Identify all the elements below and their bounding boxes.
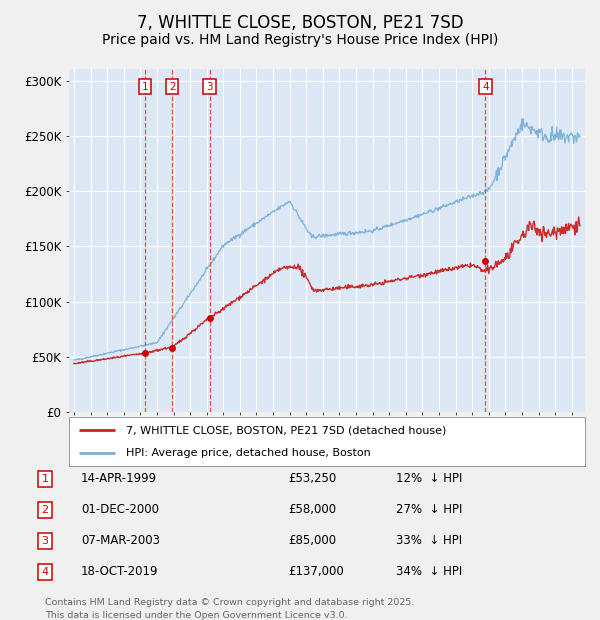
Text: 27%  ↓ HPI: 27% ↓ HPI — [396, 503, 463, 516]
Text: 1: 1 — [142, 82, 148, 92]
Text: 12%  ↓ HPI: 12% ↓ HPI — [396, 472, 463, 485]
Text: HPI: Average price, detached house, Boston: HPI: Average price, detached house, Bost… — [126, 448, 371, 458]
Text: £53,250: £53,250 — [288, 472, 336, 485]
Text: 01-DEC-2000: 01-DEC-2000 — [81, 503, 159, 516]
Text: £85,000: £85,000 — [288, 534, 336, 547]
Text: 34%  ↓ HPI: 34% ↓ HPI — [396, 565, 462, 578]
Text: 3: 3 — [206, 82, 213, 92]
Text: Contains HM Land Registry data © Crown copyright and database right 2025.
This d: Contains HM Land Registry data © Crown c… — [45, 598, 415, 619]
Text: 7, WHITTLE CLOSE, BOSTON, PE21 7SD: 7, WHITTLE CLOSE, BOSTON, PE21 7SD — [137, 14, 463, 32]
Text: 4: 4 — [482, 82, 489, 92]
Text: 07-MAR-2003: 07-MAR-2003 — [81, 534, 160, 547]
Text: 3: 3 — [41, 536, 49, 546]
Text: Price paid vs. HM Land Registry's House Price Index (HPI): Price paid vs. HM Land Registry's House … — [102, 33, 498, 47]
Text: 33%  ↓ HPI: 33% ↓ HPI — [396, 534, 462, 547]
Text: £58,000: £58,000 — [288, 503, 336, 516]
Text: 2: 2 — [169, 82, 176, 92]
Text: 18-OCT-2019: 18-OCT-2019 — [81, 565, 158, 578]
Text: 7, WHITTLE CLOSE, BOSTON, PE21 7SD (detached house): 7, WHITTLE CLOSE, BOSTON, PE21 7SD (deta… — [126, 425, 446, 435]
Text: 2: 2 — [41, 505, 49, 515]
Text: £137,000: £137,000 — [288, 565, 344, 578]
Text: 1: 1 — [41, 474, 49, 484]
Text: 4: 4 — [41, 567, 49, 577]
Text: 14-APR-1999: 14-APR-1999 — [81, 472, 157, 485]
